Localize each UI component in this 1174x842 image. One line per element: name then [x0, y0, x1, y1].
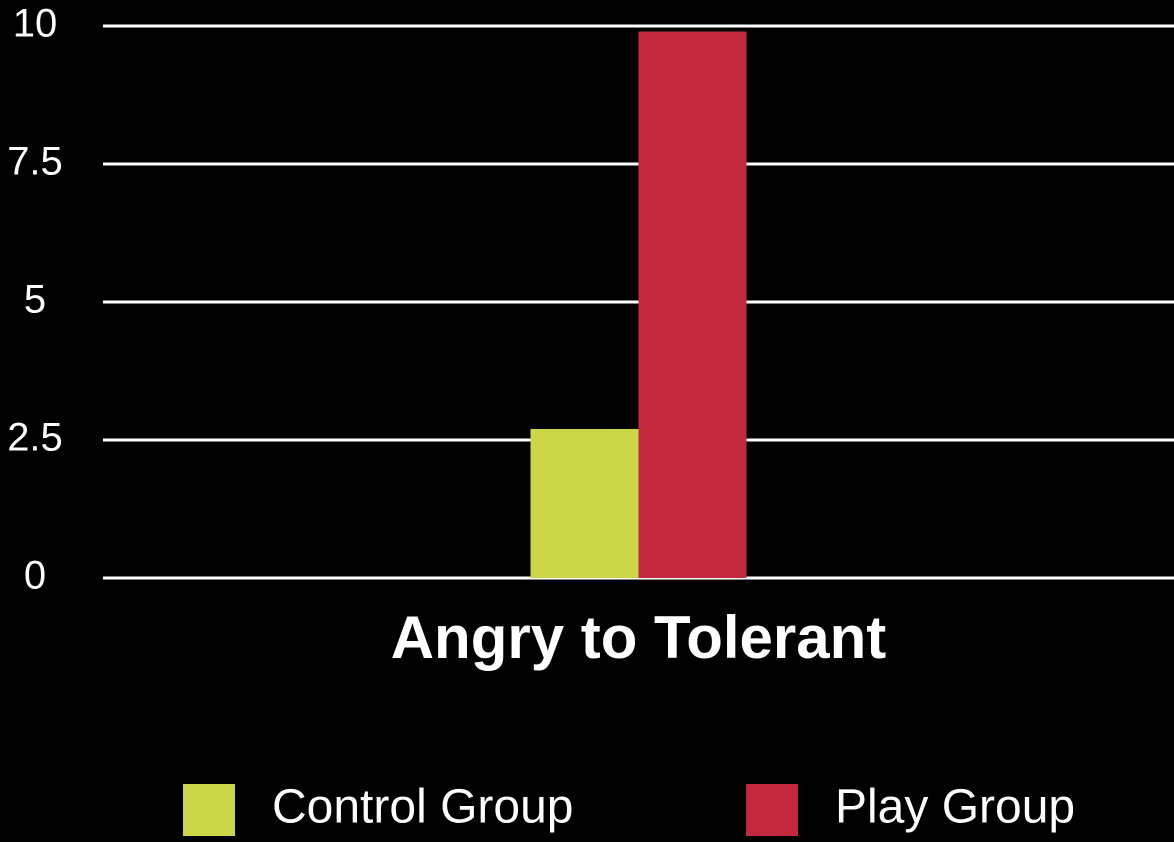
y-tick-label: 0 [24, 554, 46, 598]
legend-swatch [746, 784, 798, 836]
y-tick-label: 10 [13, 2, 58, 46]
legend-swatch [183, 784, 235, 836]
bar [638, 31, 747, 578]
x-tick-label: Angry to Tolerant [391, 604, 887, 671]
bar [530, 428, 639, 578]
y-tick-label: 2.5 [7, 416, 63, 460]
y-tick-label: 7.5 [7, 140, 63, 184]
legend-label: Play Group [835, 781, 1075, 834]
y-tick-label: 5 [24, 278, 46, 322]
legend-label: Control Group [272, 781, 573, 834]
